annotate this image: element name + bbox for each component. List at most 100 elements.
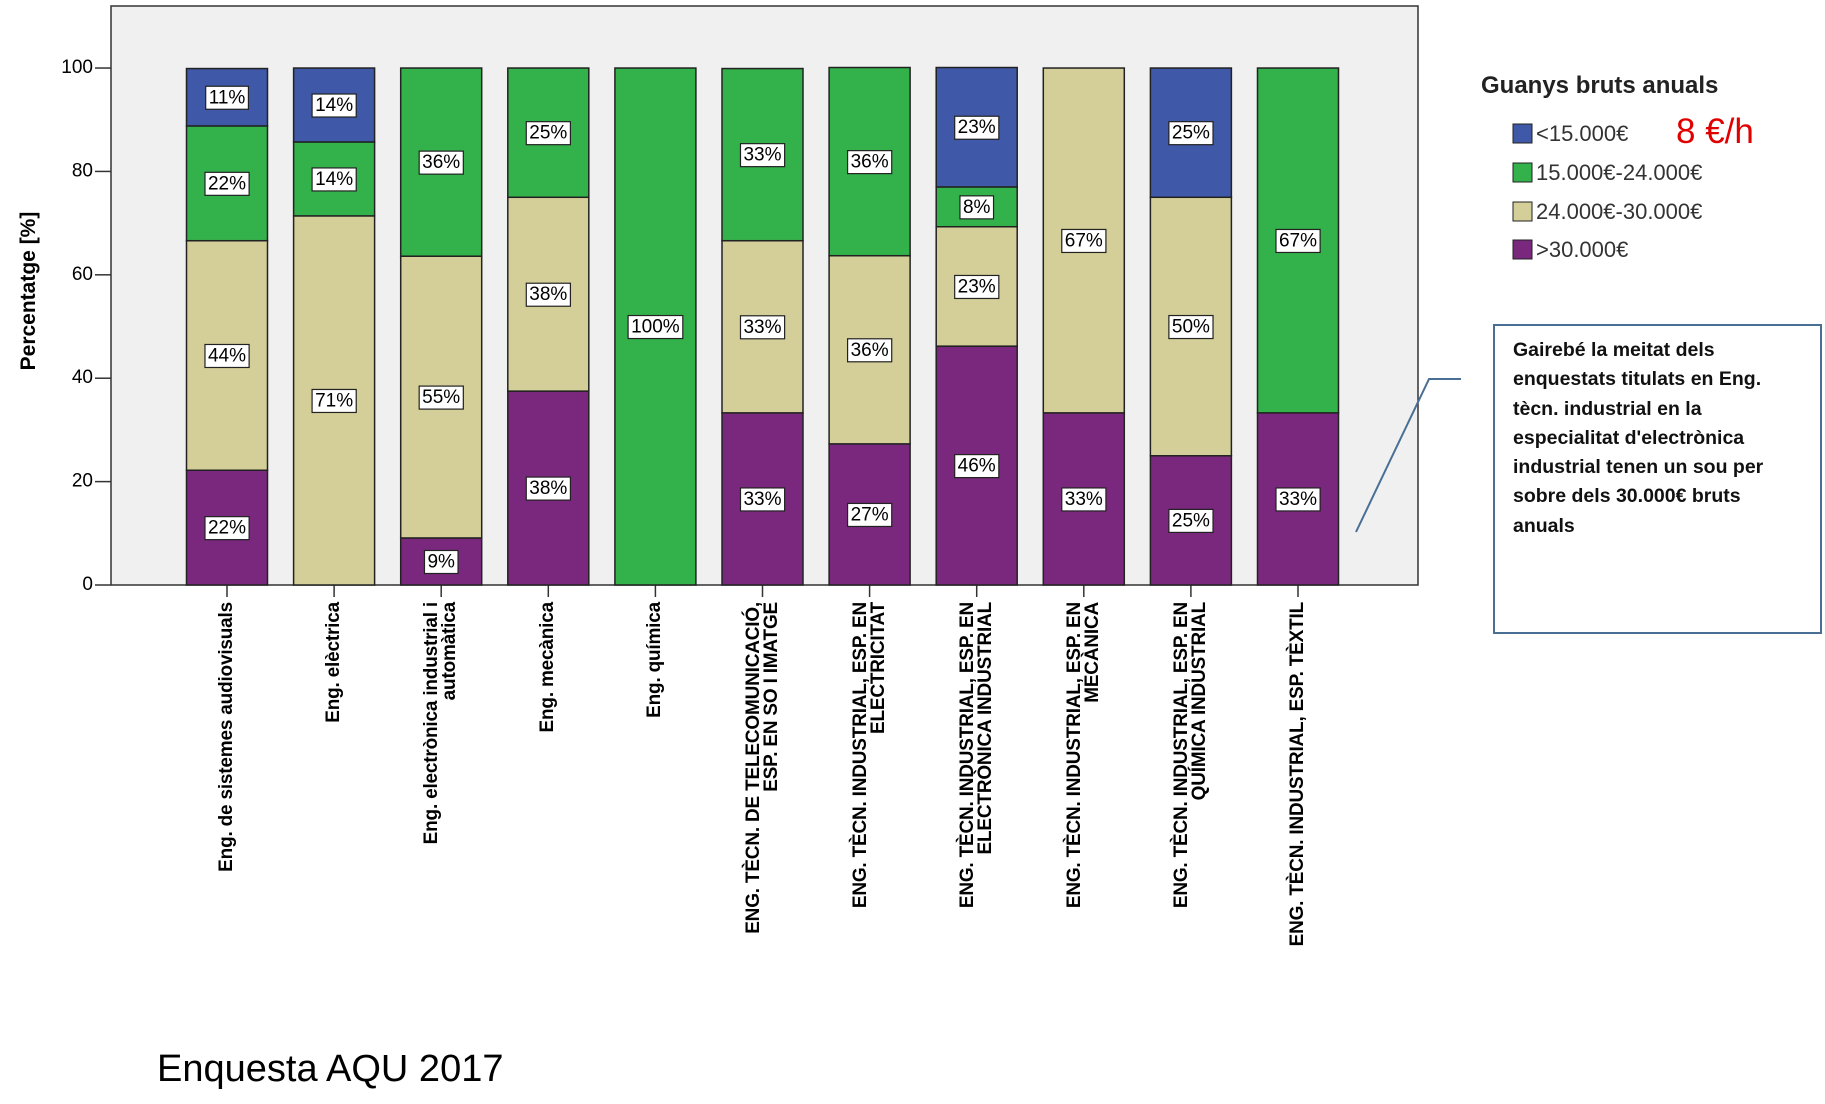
data-label-group: 33%	[1061, 487, 1107, 512]
data-label-group: 38%	[525, 476, 572, 501]
data-label: 23%	[958, 117, 996, 138]
data-label-group: 33%	[1275, 487, 1321, 512]
data-label: 33%	[743, 145, 781, 166]
data-label-group: 71%	[311, 388, 357, 414]
data-label: 22%	[208, 173, 246, 194]
data-label-group: 33%	[739, 315, 786, 340]
data-label-group: 22%	[204, 171, 250, 196]
data-label-box	[959, 195, 995, 220]
data-label-box	[739, 315, 786, 340]
data-label: 25%	[529, 123, 567, 144]
data-label-group: 25%	[1168, 121, 1214, 146]
data-label-group: 23%	[954, 115, 1000, 140]
data-label-group: 44%	[204, 343, 250, 369]
data-label: 27%	[851, 504, 889, 525]
data-label-box	[418, 150, 464, 175]
data-label-group: 33%	[739, 143, 786, 168]
legend-label: 15.000€-24.000€	[1536, 160, 1702, 185]
data-label-box	[1168, 508, 1214, 533]
data-label-box	[1275, 487, 1321, 512]
data-label-group: 50%	[1168, 314, 1214, 340]
y-tick-label: 60	[72, 264, 93, 285]
callout-connector	[1355, 378, 1461, 533]
x-tick-label: Eng. electrònica industrial i automàtica	[421, 602, 461, 845]
footnote: Enquesta AQU 2017	[157, 1048, 504, 1090]
data-label-box	[1061, 228, 1107, 254]
data-label-group: 8%	[959, 195, 995, 220]
data-label: 38%	[529, 284, 567, 305]
data-label: 25%	[1172, 510, 1210, 531]
data-label-box	[311, 93, 357, 118]
data-label-group: 46%	[954, 453, 1000, 479]
legend-swatch	[1512, 201, 1533, 222]
legend-label: <15.000€	[1536, 121, 1628, 146]
data-label-box	[204, 171, 250, 196]
data-label: 11%	[209, 87, 246, 108]
data-label-box	[311, 167, 357, 192]
data-label: 9%	[427, 551, 455, 572]
y-tick-label: 0	[82, 574, 93, 595]
data-label-group: 9%	[423, 549, 459, 575]
data-label-box	[311, 388, 357, 414]
data-label-box	[1168, 121, 1214, 146]
data-label-box	[204, 343, 250, 369]
data-label: 44%	[208, 345, 246, 366]
x-tick-label: Eng. elèctrica	[323, 602, 345, 723]
data-label: 71%	[315, 390, 353, 411]
data-label-group: 36%	[846, 338, 893, 363]
data-label-group: 14%	[311, 167, 357, 192]
data-label-box	[525, 282, 572, 307]
callout-box: Gairebé la meitat dels enquestats titula…	[1493, 324, 1822, 634]
legend-swatch	[1512, 239, 1533, 260]
data-label-box	[418, 385, 464, 410]
data-label-group: 14%	[311, 93, 357, 118]
data-label: 14%	[315, 95, 353, 116]
data-label-box	[846, 338, 893, 363]
data-label-group: 25%	[525, 121, 572, 146]
data-label: 8%	[963, 197, 991, 218]
data-label-group: 23%	[954, 274, 1000, 300]
data-label-box	[846, 502, 893, 528]
x-tick-label: Eng. mecànica	[537, 602, 559, 733]
legend-label: 24.000€-30.000€	[1536, 199, 1702, 224]
x-tick-label: ENG. TÈCN. DE TELECOMUNICACIÓ, ESP. EN S…	[742, 602, 782, 934]
data-label: 67%	[1279, 230, 1317, 251]
data-label-group: 11%	[205, 85, 250, 110]
data-label: 36%	[851, 340, 889, 361]
data-label-box	[1168, 314, 1214, 340]
data-label: 36%	[851, 152, 889, 173]
data-label-group: 67%	[1275, 228, 1321, 254]
data-label-group: 25%	[1168, 508, 1214, 533]
data-label: 36%	[422, 152, 460, 173]
data-label: 100%	[631, 317, 680, 338]
data-label-box	[627, 314, 684, 340]
data-label: 14%	[315, 169, 353, 190]
x-tick-label: Eng. química	[644, 602, 666, 718]
data-label: 33%	[743, 489, 781, 510]
y-tick-label: 40	[72, 367, 93, 388]
data-label-box	[1061, 487, 1107, 512]
x-tick-label: ENG. TÈCN. INDUSTRIAL, ESP. EN ELECTRÒNI…	[956, 602, 996, 909]
data-label-group: 67%	[1061, 228, 1107, 254]
legend-label: >30.000€	[1536, 237, 1628, 262]
y-tick-label: 100	[61, 57, 93, 78]
data-label-group: 33%	[739, 487, 786, 512]
data-label-box	[1275, 228, 1321, 254]
data-label: 55%	[422, 387, 460, 408]
data-label-group: 27%	[846, 502, 893, 528]
data-label-group: 38%	[525, 282, 572, 307]
rate-annotation: 8 €/h	[1676, 112, 1754, 151]
x-tick-label: ENG. TÈCN. INDUSTRIAL, ESP. EN ELECTRICI…	[849, 602, 889, 909]
data-label-group: 55%	[418, 385, 464, 410]
x-tick-label: ENG. TÈCN. INDUSTRIAL, ESP. EN QUÍMICA I…	[1170, 602, 1210, 909]
x-tick-label: ENG. TÈCN. INDUSTRIAL, ESP. TÈXTIL	[1286, 602, 1308, 947]
data-label: 46%	[958, 456, 996, 477]
data-label: 33%	[1065, 489, 1103, 510]
data-label-group: 100%	[627, 314, 684, 340]
data-label-group: 22%	[204, 516, 250, 541]
y-tick-label: 20	[72, 471, 93, 492]
data-label: 25%	[1172, 123, 1210, 144]
data-label-box	[739, 487, 786, 512]
legend-swatch	[1512, 162, 1533, 183]
